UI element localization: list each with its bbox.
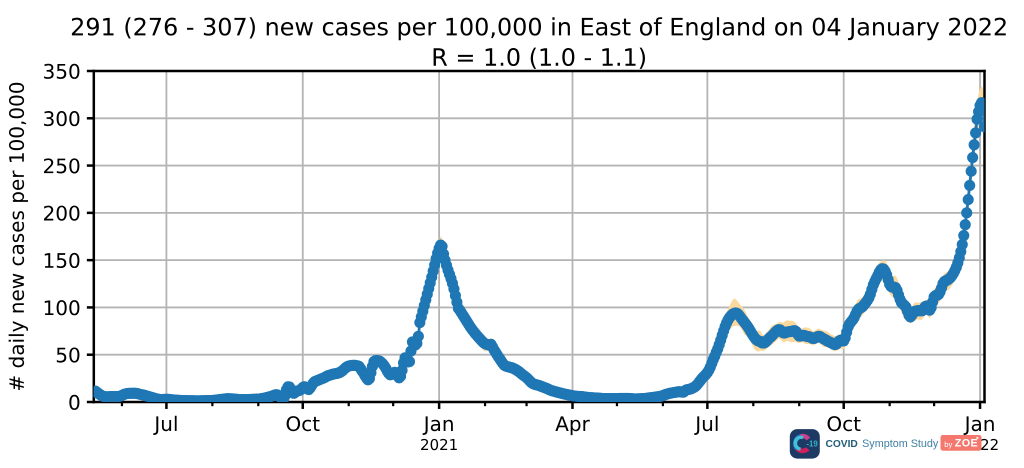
svg-text:-19: -19 [806, 439, 818, 448]
svg-text:by: by [944, 440, 952, 449]
svg-text:Symptom Study: Symptom Study [862, 438, 939, 450]
svg-text:COVID: COVID [826, 439, 858, 450]
svg-text:ZOE: ZOE [955, 438, 978, 450]
